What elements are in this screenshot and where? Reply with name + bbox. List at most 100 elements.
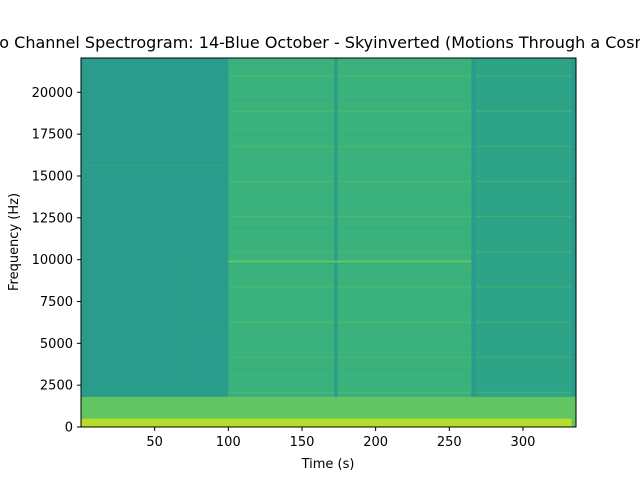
harmonic-band — [337, 122, 472, 124]
harmonic-band — [337, 274, 472, 276]
x-axis-label: Time (s) — [301, 457, 355, 472]
harmonic-band — [475, 204, 572, 206]
harmonic-band — [337, 75, 472, 77]
harmonic-band — [475, 145, 572, 147]
harmonic-band — [475, 263, 572, 264]
harmonic-band — [337, 87, 472, 89]
harmonic-band — [475, 380, 572, 382]
harmonic-band — [337, 169, 472, 171]
harmonic-band — [475, 321, 572, 323]
y-tick-label: 2500 — [40, 379, 73, 394]
harmonic-band — [475, 181, 572, 182]
harmonic-band — [228, 239, 335, 241]
spectrogram-heatmap — [81, 58, 576, 427]
harmonic-band — [228, 298, 335, 300]
harmonic-band — [337, 333, 472, 335]
harmonic-band — [228, 192, 335, 194]
spectrogram-segment — [228, 58, 335, 427]
harmonic-band — [475, 345, 572, 346]
y-tick-label: 7500 — [40, 295, 73, 310]
harmonic-band — [337, 391, 472, 393]
harmonic-band — [475, 251, 572, 253]
harmonic-band — [228, 110, 335, 112]
harmonic-band — [475, 134, 572, 136]
harmonic-band — [337, 110, 472, 112]
harmonic-band — [337, 298, 472, 300]
harmonic-band — [228, 321, 335, 323]
harmonic-band — [228, 368, 335, 370]
harmonic-band — [475, 157, 572, 159]
tone-line — [81, 165, 229, 167]
harmonic-band — [228, 75, 335, 77]
harmonic-band — [475, 391, 572, 393]
harmonic-band — [228, 251, 335, 253]
x-tick-label: 250 — [437, 435, 462, 450]
harmonic-band — [337, 145, 472, 147]
harmonic-band — [228, 263, 335, 264]
harmonic-band — [475, 274, 572, 276]
harmonic-band — [337, 99, 472, 100]
harmonic-band — [337, 181, 472, 182]
y-tick-label: 0 — [65, 421, 73, 436]
harmonic-band — [337, 345, 472, 346]
harmonic-band — [228, 309, 335, 311]
harmonic-band — [475, 110, 572, 112]
harmonic-band — [475, 169, 572, 171]
harmonic-band — [228, 181, 335, 182]
harmonic-band — [475, 227, 572, 229]
harmonic-band — [337, 63, 472, 65]
y-tick-label: 5000 — [40, 337, 73, 352]
harmonic-band — [337, 134, 472, 136]
harmonic-band — [228, 345, 335, 346]
tone-line — [228, 260, 472, 263]
harmonic-band — [475, 87, 572, 89]
harmonic-band — [475, 192, 572, 194]
x-tick-label: 150 — [290, 435, 315, 450]
harmonic-band — [337, 157, 472, 159]
harmonic-band — [337, 204, 472, 206]
harmonic-band — [337, 251, 472, 253]
harmonic-band — [475, 63, 572, 65]
harmonic-band — [228, 157, 335, 159]
chart-title: Mono Channel Spectrogram: 14-Blue Octobe… — [0, 33, 640, 52]
harmonic-band — [228, 134, 335, 136]
harmonic-band — [475, 309, 572, 311]
harmonic-band — [228, 274, 335, 276]
harmonic-band — [228, 87, 335, 89]
spectrogram-segment — [571, 58, 576, 427]
plot-frame — [80, 57, 577, 428]
harmonic-band — [475, 286, 572, 288]
spectrogram-segment — [337, 58, 472, 427]
harmonic-band — [337, 321, 472, 323]
harmonic-band — [337, 216, 472, 218]
harmonic-band — [475, 239, 572, 241]
harmonic-band — [337, 286, 472, 288]
harmonic-band — [228, 204, 335, 206]
y-tick-label: 17500 — [32, 128, 73, 143]
harmonic-band — [337, 239, 472, 241]
harmonic-band — [228, 63, 335, 65]
harmonic-band — [475, 333, 572, 335]
harmonic-band — [228, 227, 335, 229]
harmonic-band — [475, 368, 572, 370]
harmonic-band — [228, 169, 335, 171]
harmonic-band — [337, 356, 472, 358]
x-tick-label: 200 — [363, 435, 388, 450]
y-axis-label: Frequency (Hz) — [7, 193, 22, 291]
harmonic-band — [337, 192, 472, 194]
harmonic-band — [337, 368, 472, 370]
y-tick-label: 12500 — [32, 211, 73, 226]
bass-band — [81, 418, 572, 427]
harmonic-band — [228, 380, 335, 382]
harmonic-band — [337, 227, 472, 229]
harmonic-band — [475, 122, 572, 124]
harmonic-band — [228, 99, 335, 100]
harmonic-band — [228, 356, 335, 358]
harmonic-band — [228, 286, 335, 288]
harmonic-band — [228, 391, 335, 393]
x-tick-label: 50 — [146, 435, 163, 450]
harmonic-band — [475, 356, 572, 358]
harmonic-band — [228, 333, 335, 335]
harmonic-band — [475, 298, 572, 300]
